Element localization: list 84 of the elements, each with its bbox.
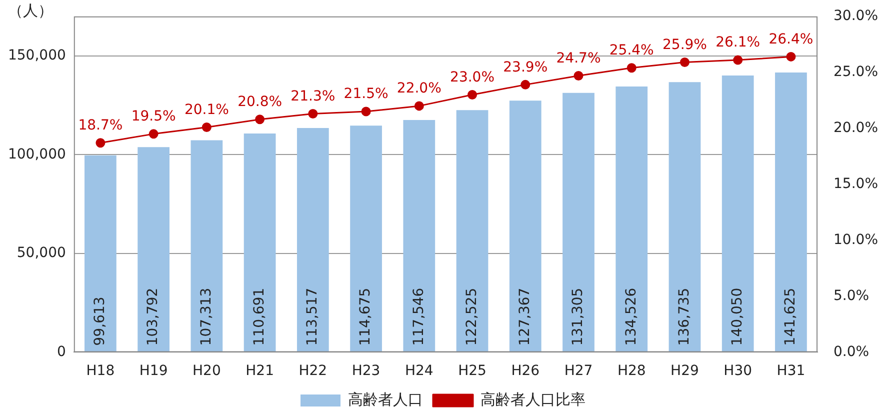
y-tick-label: 50,000 <box>16 245 66 262</box>
x-tick-label: H20 <box>192 363 221 380</box>
y2-tick-label: 30.0% <box>834 8 878 24</box>
bar <box>84 155 116 352</box>
y2-tick-label: 0.0% <box>834 344 870 360</box>
x-tick-label: H21 <box>246 363 274 380</box>
point <box>626 63 636 73</box>
point <box>468 90 478 100</box>
data-label: 18.7% <box>78 118 123 134</box>
data-label: 110,691 <box>251 288 268 346</box>
data-label: 26.1% <box>716 34 760 51</box>
point <box>96 138 106 148</box>
data-label: 26.4% <box>768 31 814 48</box>
y2-tick-label: 5.0% <box>834 288 870 304</box>
y2-tick-label: 10.0% <box>834 232 878 248</box>
data-label: 114,675 <box>358 288 374 346</box>
data-label: 25.4% <box>609 42 654 59</box>
y-tick-label: 150,000 <box>8 48 66 64</box>
data-label: 131,305 <box>570 288 586 346</box>
y2-tick-label: 15.0% <box>834 176 878 192</box>
point <box>414 101 424 111</box>
bar <box>616 86 648 352</box>
data-label: 103,792 <box>145 288 162 346</box>
data-label: 107,313 <box>198 288 214 346</box>
data-label: 22.0% <box>396 80 442 97</box>
bar <box>668 82 701 352</box>
point <box>308 109 318 119</box>
data-label: 23.0% <box>450 69 495 86</box>
point <box>148 129 158 139</box>
bar <box>722 76 754 352</box>
data-label: 20.8% <box>238 94 282 110</box>
x-tick-label: H19 <box>139 363 168 380</box>
point <box>520 80 530 90</box>
data-label: 21.3% <box>290 88 336 104</box>
data-label: 20.1% <box>184 102 229 118</box>
data-label: 117,546 <box>410 288 427 346</box>
data-label: 25.9% <box>662 36 707 53</box>
point <box>786 52 796 62</box>
y2-tick-label: 25.0% <box>834 64 878 80</box>
point <box>361 106 371 116</box>
data-label: 127,367 <box>517 288 534 346</box>
point <box>680 58 690 68</box>
data-label: 134,526 <box>623 288 640 346</box>
y-tick-label: 100,000 <box>8 146 66 162</box>
legend-label: 高齢者人口 <box>348 390 423 408</box>
x-tick-label: H27 <box>564 363 593 380</box>
point <box>255 114 265 124</box>
data-label: 99,613 <box>92 296 108 346</box>
x-tick-label: H24 <box>404 363 434 380</box>
bar <box>456 110 488 352</box>
x-tick-label: H22 <box>298 363 328 380</box>
data-label: 24.7% <box>556 50 601 66</box>
bar <box>296 128 329 352</box>
x-tick-label: H25 <box>458 363 486 380</box>
x-tick-label: H18 <box>86 363 115 380</box>
x-tick-label: H31 <box>776 363 806 380</box>
data-label: 122,525 <box>464 288 480 346</box>
x-tick-label: H28 <box>617 363 646 380</box>
bar <box>190 140 223 352</box>
bar <box>509 100 542 352</box>
data-label: 113,517 <box>304 288 321 346</box>
bar <box>138 147 170 352</box>
data-label: 136,735 <box>676 288 692 346</box>
data-label: 141,625 <box>782 288 799 346</box>
data-label: 23.9% <box>503 59 548 76</box>
y-axis-title: （人） <box>8 1 53 20</box>
data-label: 19.5% <box>131 108 176 125</box>
x-tick-label: H30 <box>724 363 752 380</box>
point <box>733 55 743 65</box>
bar <box>775 72 807 352</box>
data-label: 21.5% <box>344 86 388 102</box>
bar <box>244 134 276 352</box>
legend-label: 高齢者人口比率 <box>480 390 586 408</box>
y2-tick-label: 20.0% <box>834 120 878 136</box>
y-tick-label: 0 <box>56 344 66 360</box>
x-tick-label: H23 <box>352 363 380 380</box>
point <box>574 70 584 80</box>
bar <box>403 120 436 352</box>
point <box>202 122 212 132</box>
bar <box>562 92 594 352</box>
x-tick-label: H26 <box>511 363 540 380</box>
x-tick-label: H29 <box>670 363 699 380</box>
bar <box>350 126 382 352</box>
data-label: 140,050 <box>729 288 746 346</box>
